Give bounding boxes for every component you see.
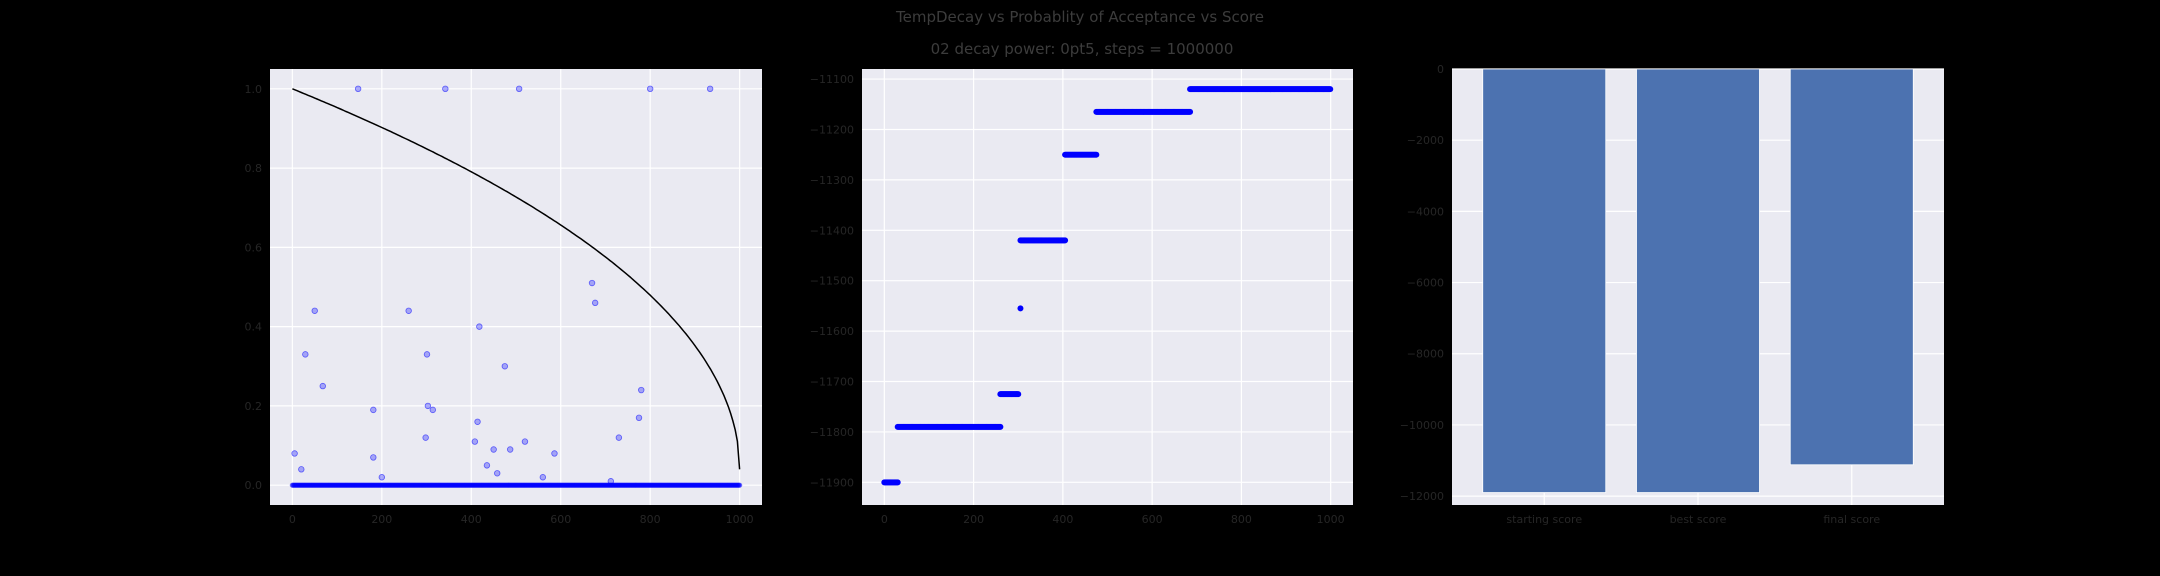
scatter-point — [894, 479, 901, 486]
y-tick-label: −8000 — [1407, 348, 1444, 361]
x-tick-label: 1000 — [1317, 513, 1345, 526]
scatter-point — [422, 434, 429, 441]
scatter-point — [483, 462, 491, 469]
scatter-point — [370, 406, 377, 414]
scatter-point — [638, 386, 645, 394]
scatter-point — [588, 279, 596, 287]
scatter-point — [494, 470, 501, 477]
scatter-point — [615, 434, 623, 441]
scatter-point — [405, 307, 412, 314]
scatter-point — [378, 474, 386, 481]
y-tick-label: −11500 — [810, 275, 854, 288]
x-tick-label: 1000 — [726, 513, 754, 526]
y-tick-label: −10000 — [1400, 419, 1444, 432]
y-tick-label: −6000 — [1407, 277, 1444, 290]
scatter-point — [506, 446, 514, 453]
y-tick-label: −2000 — [1407, 134, 1444, 147]
scatter-point — [539, 474, 547, 481]
scatter-point — [1187, 108, 1194, 115]
y-tick-label: 0 — [1437, 63, 1444, 76]
scatter-point — [607, 478, 615, 485]
scatter-point — [706, 85, 714, 93]
scatter-point — [737, 482, 743, 488]
scatter-point — [490, 446, 497, 453]
bar — [1636, 68, 1760, 493]
scatter-point — [635, 414, 643, 421]
bar — [1482, 68, 1607, 493]
y-tick-label: −11800 — [810, 426, 854, 439]
y-tick-label: −11400 — [810, 224, 854, 237]
plot-area — [862, 69, 1353, 505]
scatter-point — [298, 466, 305, 473]
y-tick-label: −4000 — [1407, 205, 1444, 218]
bar — [1789, 68, 1914, 466]
acceptance-probability-plot: 0 200 400 600 800 1000 0.0 0.2 0.4 0.6 0.8 1.0 — [245, 69, 762, 526]
y-tick-label: 0.8 — [245, 162, 263, 175]
scatter-point — [471, 438, 479, 445]
x-tick-label: 0 — [881, 513, 888, 526]
y-tick-label: −11900 — [810, 476, 854, 489]
x-tick-label: 400 — [1052, 513, 1073, 526]
x-tick-label: 200 — [371, 513, 392, 526]
scatter-point — [423, 351, 431, 358]
scatter-point — [424, 402, 432, 410]
y-tick-label: 0.0 — [245, 479, 263, 492]
scatter-point — [442, 85, 449, 93]
scatter-point — [1017, 305, 1024, 312]
scatter-point — [1015, 391, 1022, 398]
x-tick-label: best score — [1670, 513, 1727, 526]
score-progression-plot: 0 200 400 600 800 1000 −11900 −11800 −11700 −1160… — [810, 69, 1353, 526]
scatter-point — [997, 423, 1004, 430]
x-tick-label: 0 — [289, 513, 296, 526]
y-tick-label: 0.4 — [245, 321, 263, 334]
y-tick-label: −11600 — [810, 325, 854, 338]
scatter-point — [1327, 86, 1334, 93]
scatter-point — [476, 323, 483, 330]
figure-title: TempDecay vs Probablity of Acceptance vs… — [895, 8, 1264, 26]
x-tick-label: 600 — [550, 513, 571, 526]
x-tick-label: 600 — [1142, 513, 1163, 526]
x-tick-label: 800 — [1231, 513, 1252, 526]
y-tick-label: −11100 — [810, 73, 854, 86]
x-tick-label: starting score — [1506, 513, 1582, 526]
scatter-point — [474, 418, 481, 425]
scatter-point — [319, 382, 326, 390]
scatter-point — [551, 450, 558, 457]
decay-curve-line — [292, 88, 741, 470]
x-tick-label: final score — [1823, 513, 1880, 526]
scatter-point — [1093, 151, 1100, 158]
scatter-point — [354, 85, 362, 93]
scatter-point — [591, 299, 599, 307]
y-tick-label: 0.2 — [245, 400, 263, 413]
x-tick-label: 200 — [963, 513, 984, 526]
score-bar-chart: 0 −2000 −4000 −6000 −8000 −10000 −12000 startin… — [1400, 63, 1944, 526]
scatter-point — [1062, 237, 1069, 244]
scatter-point — [370, 454, 377, 461]
y-tick-label: 0.6 — [245, 241, 263, 254]
y-tick-label: 1.0 — [245, 83, 263, 96]
scatter-point — [311, 307, 318, 314]
y-tick-label: −11700 — [810, 376, 854, 389]
scatter-point — [515, 85, 523, 93]
figure-subtitle: 02 decay power: 0pt5, steps = 1000000 — [931, 40, 1234, 58]
scatter-point — [501, 363, 509, 370]
scatter-point — [302, 351, 309, 358]
plot-area — [270, 69, 762, 505]
y-tick-label: −11300 — [810, 174, 854, 187]
scatter-point — [429, 406, 437, 414]
y-tick-label: −12000 — [1400, 490, 1444, 503]
x-tick-label: 800 — [640, 513, 661, 526]
y-tick-label: −11200 — [810, 123, 854, 136]
x-tick-label: 400 — [461, 513, 482, 526]
scatter-point — [521, 438, 529, 445]
scatter-point — [291, 450, 298, 457]
scatter-point — [646, 85, 654, 93]
